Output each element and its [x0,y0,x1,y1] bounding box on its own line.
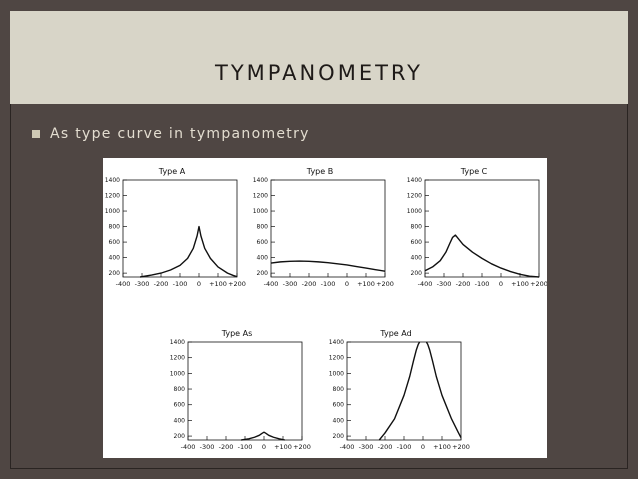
x-tick-label: -300 [437,280,452,288]
compliance-curve-1 [270,260,386,272]
chart-panel-3: Type C 200 400 600 800 1000 1200 1400 -400 -300 -2… [407,167,547,288]
y-tick-label: 1000 [407,208,422,215]
y-tick-label: 400 [257,255,269,262]
slide-title: TYMPANOMETRY [215,61,423,85]
bullet-text: As type curve in tympanometry [50,126,310,142]
x-tick-label: -200 [154,280,169,288]
content-frame [10,104,628,469]
x-tick-label: 0 [262,443,266,451]
y-tick-label: 1200 [329,355,344,362]
tympanogram-svg: Type A 200 400 600 800 1000 1200 1400 -400 -300 -2… [105,167,547,451]
plot-frame [424,179,540,278]
x-tick-label: -300 [359,443,374,451]
x-tick-label: -200 [456,280,471,288]
x-tick-label: -400 [264,280,279,288]
x-tick-label: +100 [433,443,451,451]
compliance-curve-1 [139,225,238,278]
bullet-item: As type curve in tympanometry [32,125,310,143]
chart-title: Type As [221,329,253,338]
chart-title: Type C [460,167,488,176]
x-tick-label: +100 [274,443,292,451]
y-tick-label: 200 [109,270,121,277]
x-tick-label: -400 [340,443,355,451]
y-tick-label: 400 [411,255,423,262]
y-tick-label: 1000 [253,208,268,215]
chart-title: Type A [158,167,186,176]
y-tick-label: 200 [257,270,269,277]
x-tick-label: +200 [452,443,470,451]
plot-frame [346,341,462,441]
x-tick-label: -400 [418,280,433,288]
plot-frame [187,341,303,441]
y-tick-label: 1400 [170,339,185,346]
y-tick-label: 200 [174,433,186,440]
y-tick-label: 600 [257,239,269,246]
x-tick-label: +100 [357,280,375,288]
y-tick-label: 600 [174,402,186,409]
y-tick-label: 800 [109,224,121,231]
compliance-curve-1 [378,341,421,441]
x-tick-label: +200 [293,443,311,451]
x-tick-label: -100 [475,280,490,288]
y-tick-label: 1400 [329,339,344,346]
x-tick-label: +100 [209,280,227,288]
tympanogram-figure: Type A 200 400 600 800 1000 1200 1400 -400 -300 -2… [103,158,547,458]
chart-title: Type Ad [379,329,411,338]
chart-title: Type B [306,167,333,176]
y-tick-label: 1200 [170,355,185,362]
y-tick-label: 600 [109,239,121,246]
y-tick-label: 600 [333,402,345,409]
x-tick-label: -100 [397,443,412,451]
x-tick-label: -300 [283,280,298,288]
x-tick-label: +200 [530,280,547,288]
x-tick-label: 0 [421,443,425,451]
y-tick-label: 200 [411,270,423,277]
y-tick-label: 600 [411,239,423,246]
x-tick-label: 0 [345,280,349,288]
x-tick-label: -400 [116,280,131,288]
x-tick-label: -100 [173,280,188,288]
y-tick-label: 400 [174,417,186,424]
compliance-curve-1 [241,431,286,441]
y-tick-label: 200 [333,433,345,440]
chart-panel-1: Type A 200 400 600 800 1000 1200 1400 -400 -300 -2… [105,167,246,288]
x-tick-label: +100 [511,280,529,288]
y-tick-label: 800 [257,224,269,231]
y-tick-label: 1200 [253,193,268,200]
x-tick-label: -200 [302,280,317,288]
compliance-curve-2 [425,341,462,438]
square-bullet-icon [32,130,40,138]
compliance-curve-1 [424,234,540,278]
y-tick-label: 400 [109,255,121,262]
y-tick-label: 1400 [253,177,268,184]
chart-panel-2: Type B 200 400 600 800 1000 1200 1400 -400 -300 -2… [253,167,394,288]
title-band: TYMPANOMETRY [10,11,628,104]
x-tick-label: -100 [321,280,336,288]
y-tick-label: 1200 [407,193,422,200]
y-tick-label: 400 [333,417,345,424]
y-tick-label: 1200 [105,193,120,200]
x-tick-label: +200 [376,280,394,288]
y-tick-label: 800 [174,386,186,393]
x-tick-label: -200 [378,443,393,451]
x-tick-label: -300 [135,280,150,288]
x-tick-label: -300 [200,443,215,451]
y-tick-label: 1400 [407,177,422,184]
y-tick-label: 1000 [105,208,120,215]
y-tick-label: 1000 [170,370,185,377]
y-tick-label: 1400 [105,177,120,184]
x-tick-label: 0 [499,280,503,288]
x-tick-label: 0 [197,280,201,288]
plot-frame [122,179,238,278]
y-tick-label: 800 [333,386,345,393]
x-tick-label: +200 [228,280,246,288]
y-tick-label: 1000 [329,370,344,377]
x-tick-label: -100 [238,443,253,451]
x-tick-label: -200 [219,443,234,451]
x-tick-label: -400 [181,443,196,451]
y-tick-label: 800 [411,224,423,231]
